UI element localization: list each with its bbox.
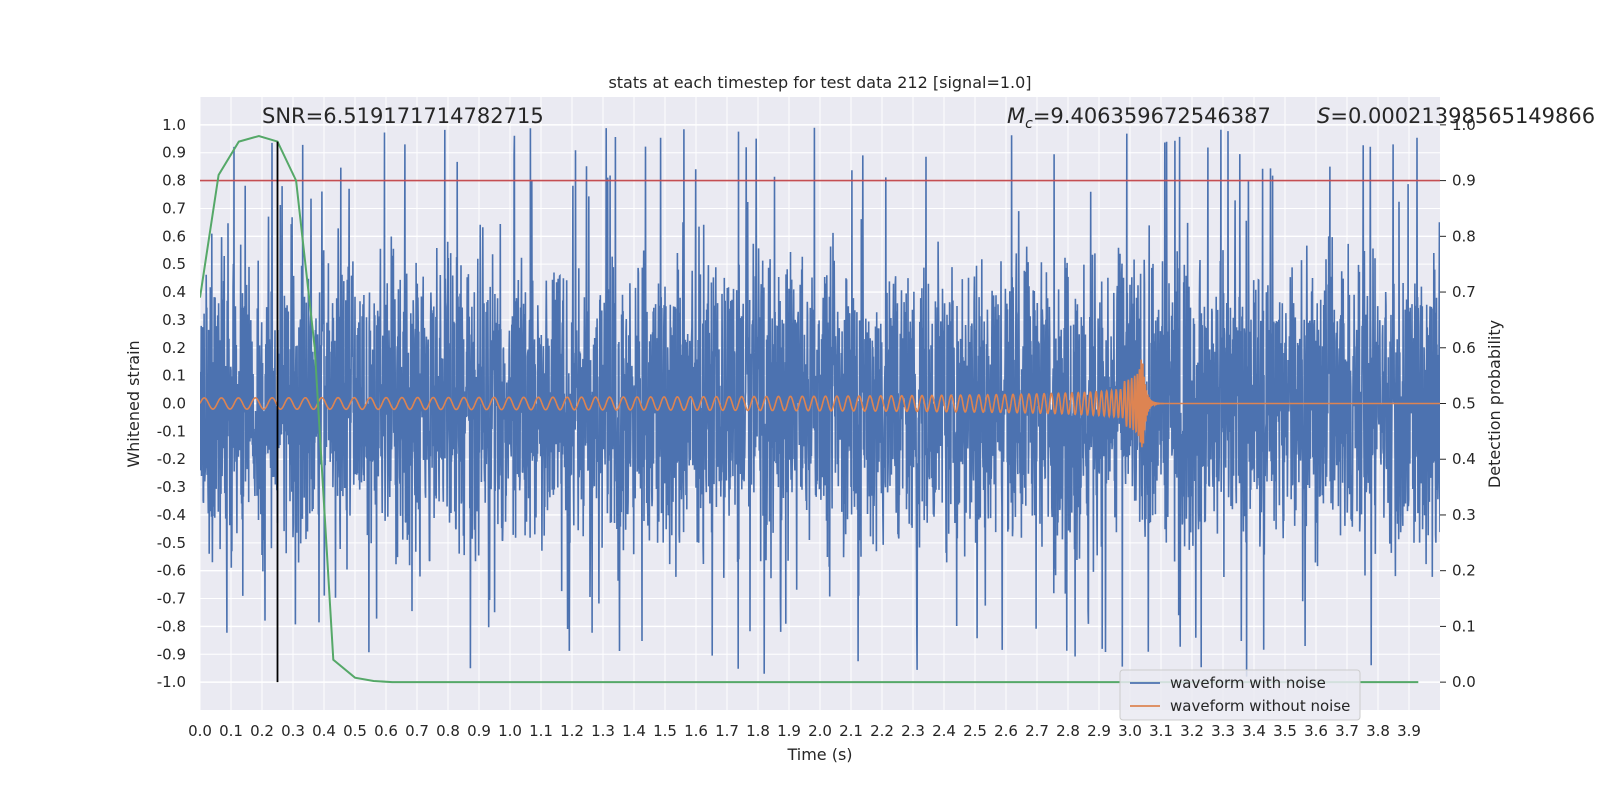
x-tick-label: 1.8	[746, 722, 770, 740]
x-tick-label: 0.3	[281, 722, 305, 740]
x-tick-label: 3.4	[1242, 722, 1266, 740]
y2-tick-label: 0.8	[1452, 227, 1476, 245]
y-tick-label: -0.5	[157, 534, 186, 552]
x-tick-label: 2.1	[839, 722, 863, 740]
x-tick-label: 0.7	[405, 722, 429, 740]
x-tick-label: 0.4	[312, 722, 336, 740]
x-tick-label: 1.2	[560, 722, 584, 740]
x-tick-label: 3.8	[1366, 722, 1390, 740]
y-tick-label: 0.2	[162, 339, 186, 357]
y-tick-label: 0.1	[162, 367, 186, 385]
x-tick-label: 0.6	[374, 722, 398, 740]
x-tick-label: 2.5	[963, 722, 987, 740]
x-tick-label: 2.3	[901, 722, 925, 740]
legend-box	[1119, 669, 1361, 721]
y-tick-labels: 1.0 0.9 0.8 0.7 0.6 0.5 0.4 0.3 0.2 0.1 0.0 -0.1 -0.…	[157, 116, 186, 691]
y2-axis-label: Detection probability	[1485, 320, 1504, 488]
x-tick-label: 3.9	[1397, 722, 1421, 740]
x-tick-label: 3.5	[1273, 722, 1297, 740]
y2-tick-labels: 1.0 0.9 0.8 0.7 0.6 0.5 0.4 0.3 0.2 0.1 0.0	[1440, 116, 1476, 691]
y-tick-label: -0.8	[157, 617, 186, 635]
y-tick-label: 0.9	[162, 144, 186, 162]
x-tick-label: 0.0	[188, 722, 212, 740]
y-tick-label: -0.2	[157, 450, 186, 468]
y-tick-label: -0.4	[157, 506, 186, 524]
x-tick-label: 1.7	[715, 722, 739, 740]
x-tick-label: 1.9	[777, 722, 801, 740]
x-tick-label: 0.1	[219, 722, 243, 740]
y2-tick-label: 0.0	[1452, 673, 1476, 691]
y-tick-label: -0.1	[157, 422, 186, 440]
y2-tick-label: 0.7	[1452, 283, 1476, 301]
x-tick-label: 2.6	[994, 722, 1018, 740]
x-tick-label: 1.6	[684, 722, 708, 740]
x-tick-label: 3.1	[1149, 722, 1173, 740]
x-tick-label: 2.2	[870, 722, 894, 740]
y2-tick-label: 0.5	[1452, 395, 1476, 413]
y-tick-label: 0.0	[162, 395, 186, 413]
y2-tick-label: 0.6	[1452, 339, 1476, 357]
x-tick-label: 1.0	[498, 722, 522, 740]
legend: waveform with noise waveform without noi…	[1119, 669, 1361, 721]
legend-label-with-noise: waveform with noise	[1170, 674, 1326, 692]
x-tick-label: 2.4	[932, 722, 956, 740]
x-tick-label: 3.3	[1211, 722, 1235, 740]
x-tick-label: 0.5	[343, 722, 367, 740]
x-tick-label: 3.2	[1180, 722, 1204, 740]
y-tick-label: -0.9	[157, 645, 186, 663]
x-tick-label: 3.6	[1304, 722, 1328, 740]
y-tick-label: -1.0	[157, 673, 186, 691]
y2-tick-label: 0.4	[1452, 450, 1476, 468]
y-tick-label: -0.7	[157, 590, 186, 608]
y-tick-label: 0.8	[162, 172, 186, 190]
x-axis-label: Time (s)	[786, 745, 852, 764]
y-tick-label: 0.3	[162, 311, 186, 329]
x-tick-label: 1.4	[622, 722, 646, 740]
snr-annotation: SNR=6.519171714782715	[262, 104, 544, 128]
chirp-mass-annotation: Mc=9.406359672546387	[1007, 104, 1271, 132]
y-tick-label: 0.5	[162, 255, 186, 273]
y2-tick-label: 0.9	[1452, 172, 1476, 190]
series-waveform-without-noise	[200, 359, 1440, 448]
y2-tick-label: 1.0	[1452, 116, 1476, 134]
legend-label-without-noise: waveform without noise	[1170, 697, 1350, 715]
x-tick-label: 0.8	[436, 722, 460, 740]
y2-tick-label: 0.2	[1452, 562, 1476, 580]
x-tick-label: 2.7	[1025, 722, 1049, 740]
x-tick-label: 0.2	[250, 722, 274, 740]
x-tick-label: 1.1	[529, 722, 553, 740]
x-tick-label: 3.7	[1335, 722, 1359, 740]
x-tick-label: 1.5	[653, 722, 677, 740]
y-tick-label: -0.3	[157, 478, 186, 496]
s-annotation: S=0.00021398565149866	[1317, 104, 1595, 128]
series-layer	[200, 127, 1440, 684]
x-tick-labels: 0.0 0.1 0.2 0.3 0.4 0.5 0.6 0.7 0.8 0.9 1.0 1.1 1.2 1…	[188, 722, 1421, 740]
y-tick-label: 0.7	[162, 199, 186, 217]
series-detection-probability	[200, 134, 1419, 684]
y-tick-label: 0.4	[162, 283, 186, 301]
x-tick-label: 2.8	[1056, 722, 1080, 740]
x-tick-label: 0.9	[467, 722, 491, 740]
x-tick-label: 1.3	[591, 722, 615, 740]
x-tick-label: 2.9	[1087, 722, 1111, 740]
x-tick-label: 2.0	[808, 722, 832, 740]
y2-tick-label: 0.3	[1452, 506, 1476, 524]
y-axis-label: Whitened strain	[124, 340, 143, 467]
y2-tick-label: 0.1	[1452, 617, 1476, 635]
y-tick-label: -0.6	[157, 562, 186, 580]
y-tick-label: 0.6	[162, 227, 186, 245]
y-tick-label: 1.0	[162, 116, 186, 134]
chart-title: stats at each timestep for test data 212…	[608, 73, 1031, 92]
x-tick-label: 3.0	[1118, 722, 1142, 740]
series-waveform-with-noise	[200, 127, 1440, 677]
